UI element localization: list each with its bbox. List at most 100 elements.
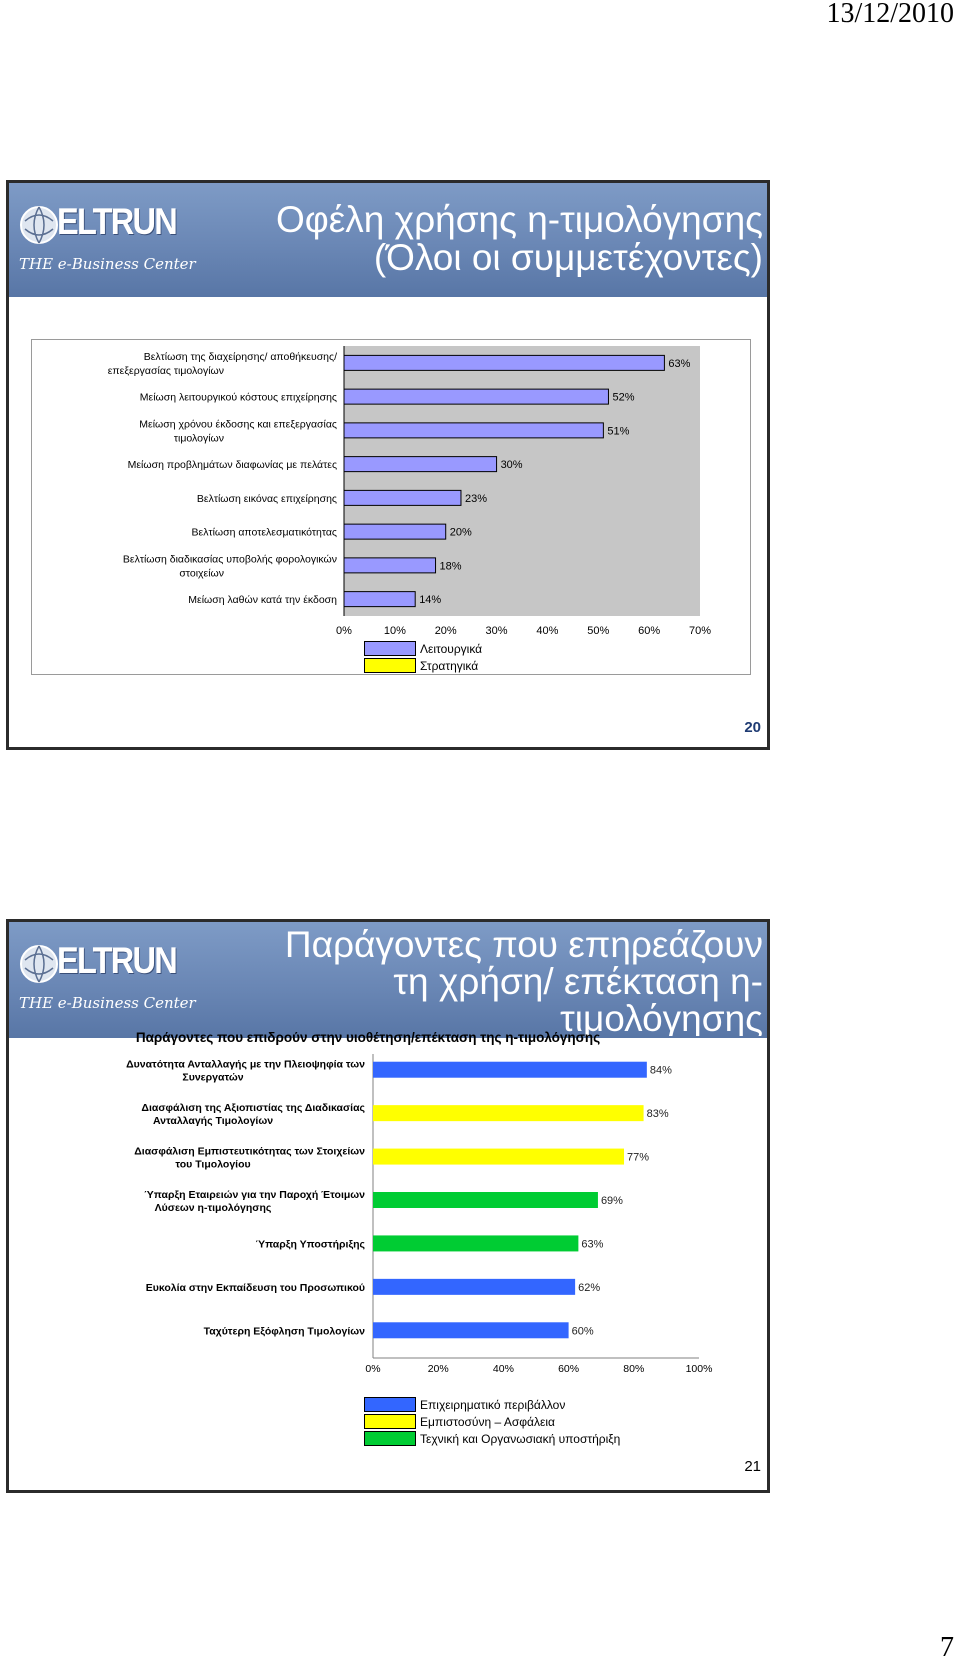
x-tick-label: 80% bbox=[623, 1363, 644, 1375]
globe-icon bbox=[20, 945, 58, 983]
category-label-line: Συνεργατών bbox=[182, 1072, 243, 1084]
category-label: Μείωση χρόνου έκδοσης και επεξεργασίας τι… bbox=[139, 418, 337, 444]
data-label: 18% bbox=[440, 560, 462, 572]
slide-title: Οφέλη χρήσης η-τιμολόγησης (Όλοι οι συμμ… bbox=[276, 201, 763, 277]
data-label: 60% bbox=[572, 1325, 594, 1337]
legend-item: Λειτουργικά bbox=[364, 640, 482, 657]
data-label: 20% bbox=[450, 527, 472, 539]
category-label-line: Μείωση χρόνου έκδοσης και επεξεργασίας bbox=[139, 418, 337, 430]
category-label: Διασφάλιση Εμπιστευτικότητας των Στοιχεί… bbox=[134, 1146, 365, 1171]
category-label: Δυνατότητα Ανταλλαγής με την Πλειοψηφία … bbox=[126, 1059, 365, 1084]
bar bbox=[343, 456, 498, 473]
category-label-line: Ανταλλαγής Τιμολογίων bbox=[153, 1115, 273, 1127]
bar bbox=[373, 1235, 579, 1252]
globe-icon bbox=[20, 206, 58, 244]
category-label-line: Λύσεων η-τιμολόγησης bbox=[155, 1202, 272, 1214]
logo-word: ELTRUN bbox=[57, 940, 178, 981]
slide-20: ELTRUN THE e-Business Center Οφέλη χρήση… bbox=[6, 180, 770, 750]
slide-title-line1: Παράγοντες που επηρεάζουν bbox=[284, 924, 763, 965]
category-label-line: Βελτίωση της διαχείρησης/ αποθήκευσης/ bbox=[144, 351, 337, 363]
data-label: 84% bbox=[650, 1065, 672, 1077]
slide-title-line1: Οφέλη χρήσης η-τιμολόγησης bbox=[276, 199, 763, 240]
category-label-line: Βελτίωση εικόνας επιχείρησης bbox=[197, 493, 337, 505]
bar bbox=[343, 422, 604, 439]
category-label-line: Δυνατότητα Ανταλλαγής με την Πλειοψηφία … bbox=[126, 1059, 365, 1071]
legend-item: Εμπιστοσύνη – Ασφάλεια bbox=[364, 1413, 620, 1430]
legend-swatch bbox=[364, 641, 416, 656]
x-tick-label: 0% bbox=[365, 1363, 380, 1375]
x-tick-label: 20% bbox=[435, 625, 457, 637]
data-label: 69% bbox=[601, 1195, 623, 1207]
category-label: Βελτίωση της διαχείρησης/ αποθήκευσης/επ… bbox=[108, 351, 337, 377]
category-label-line: στοιχείων bbox=[179, 567, 224, 579]
category-label-line: Διασφάλιση Εμπιστευτικότητας των Στοιχεί… bbox=[134, 1146, 365, 1158]
legend-label: Εμπιστοσύνη – Ασφάλεια bbox=[420, 1414, 555, 1429]
category-label: Μείωση λειτουργικού κόστους επιχείρησης bbox=[140, 392, 337, 404]
x-tick-label: 60% bbox=[558, 1363, 579, 1375]
slide-header: ELTRUN THE e-Business Center Παράγοντες … bbox=[9, 922, 767, 1038]
x-tick-label: 100% bbox=[686, 1363, 713, 1375]
data-label: 23% bbox=[465, 493, 487, 505]
page-number: 7 bbox=[940, 1632, 954, 1663]
bar bbox=[373, 1322, 569, 1339]
category-label: Μείωση λαθών κατά την έκδοση bbox=[188, 594, 337, 606]
slide-header: ELTRUN THE e-Business Center Οφέλη χρήση… bbox=[9, 183, 767, 297]
category-label-line: του Τιμολογίου bbox=[175, 1159, 250, 1171]
bar bbox=[343, 388, 609, 405]
legend-swatch bbox=[364, 658, 416, 673]
data-label: 51% bbox=[607, 425, 629, 437]
x-tick-label: 70% bbox=[689, 625, 711, 637]
logo-tagline: THE e-Business Center bbox=[19, 994, 196, 1012]
category-label: Ύπαρξη Υποστήριξης bbox=[255, 1238, 365, 1250]
category-label: Βελτίωση διαδικασίας υποβολής φορολογικώ… bbox=[123, 553, 337, 579]
legend-label: Επιχειρηματικό περιβάλλον bbox=[420, 1397, 566, 1412]
page-date: 13/12/2010 bbox=[826, 0, 954, 29]
bar bbox=[373, 1061, 647, 1078]
logo-tagline: THE e-Business Center bbox=[19, 255, 196, 273]
bar bbox=[373, 1278, 576, 1295]
x-tick-label: 20% bbox=[428, 1363, 449, 1375]
slide-title-line2: τη χρήση/ επέκταση η- bbox=[393, 961, 763, 1002]
category-label-line: επεξεργασίας τιμολογίων bbox=[108, 365, 224, 377]
category-label: Διασφάλιση της Αξιοπιστίας της Διαδικασί… bbox=[141, 1102, 365, 1127]
category-label-line: Ύπαρξη Υποστήριξης bbox=[255, 1238, 365, 1250]
category-label-line: Ύπαρξη Εταιρειών για την Παροχή Έτοιμων bbox=[144, 1189, 365, 1201]
slide-title-line2: (Όλοι οι συμμετέχοντες) bbox=[373, 237, 763, 278]
chart-factors: Παράγοντες που επιδρούν στην υιοθέτηση/ε… bbox=[126, 1030, 713, 1375]
x-tick-label: 50% bbox=[587, 625, 609, 637]
chart-title: Παράγοντες που επιδρούν στην υιοθέτηση/ε… bbox=[136, 1030, 600, 1045]
category-label-line: Διασφάλιση της Αξιοπιστίας της Διαδικασί… bbox=[141, 1102, 365, 1114]
category-label: Ύπαρξη Εταιρειών για την Παροχή Έτοιμων Λ… bbox=[144, 1189, 365, 1214]
legend-item: Επιχειρηματικό περιβάλλον bbox=[364, 1396, 620, 1413]
slide-number: 21 bbox=[744, 1458, 761, 1475]
category-label-line: Ευκολία στην Εκπαίδευση του Προσωπικού bbox=[146, 1282, 365, 1294]
category-label-line: Ταχύτερη Εξόφληση Τιμολογίων bbox=[204, 1325, 366, 1337]
data-label: 30% bbox=[501, 459, 523, 471]
x-tick-label: 40% bbox=[493, 1363, 514, 1375]
slide-title: Παράγοντες που επηρεάζουν τη χρήση/ επέκ… bbox=[285, 926, 763, 1036]
slide-21: ELTRUN THE e-Business Center Παράγοντες … bbox=[6, 919, 770, 1493]
bar bbox=[343, 523, 447, 540]
category-label-line: Μείωση λαθών κατά την έκδοση bbox=[188, 594, 337, 606]
legend-label: Τεχνική και Οργανωσιακή υποστήριξη bbox=[420, 1431, 621, 1446]
bar bbox=[373, 1192, 598, 1208]
category-label-line: Βελτίωση αποτελεσματικότητας bbox=[192, 527, 337, 539]
slide-title-clip: Παράγοντες που επηρεάζουν τη χρήση/ επέκ… bbox=[9, 922, 767, 1036]
category-label-line: Μείωση προβλημάτων διαφωνίας με πελάτες bbox=[128, 459, 337, 471]
legend-label: Στρατηγικά bbox=[420, 658, 479, 673]
legend-item: Στρατηγικά bbox=[364, 657, 482, 674]
x-tick-label: 30% bbox=[486, 625, 508, 637]
slide-number: 20 bbox=[744, 719, 761, 736]
legend-1: Λειτουργικά Στρατηγικά bbox=[364, 640, 482, 674]
x-tick-label: 40% bbox=[536, 625, 558, 637]
legend-swatch bbox=[364, 1431, 416, 1446]
legend-label: Λειτουργικά bbox=[420, 641, 483, 656]
category-label-line: Βελτίωση διαδικασίας υποβολής φορολογικώ… bbox=[123, 553, 337, 565]
legend-swatch bbox=[364, 1414, 416, 1429]
data-label: 52% bbox=[612, 392, 634, 404]
data-label: 83% bbox=[647, 1108, 669, 1120]
data-label: 77% bbox=[627, 1152, 649, 1164]
plot-area bbox=[344, 346, 700, 616]
bar bbox=[343, 489, 462, 506]
legend-2: Επιχειρηματικό περιβάλλον Εμπιστοσύνη – … bbox=[364, 1396, 620, 1447]
